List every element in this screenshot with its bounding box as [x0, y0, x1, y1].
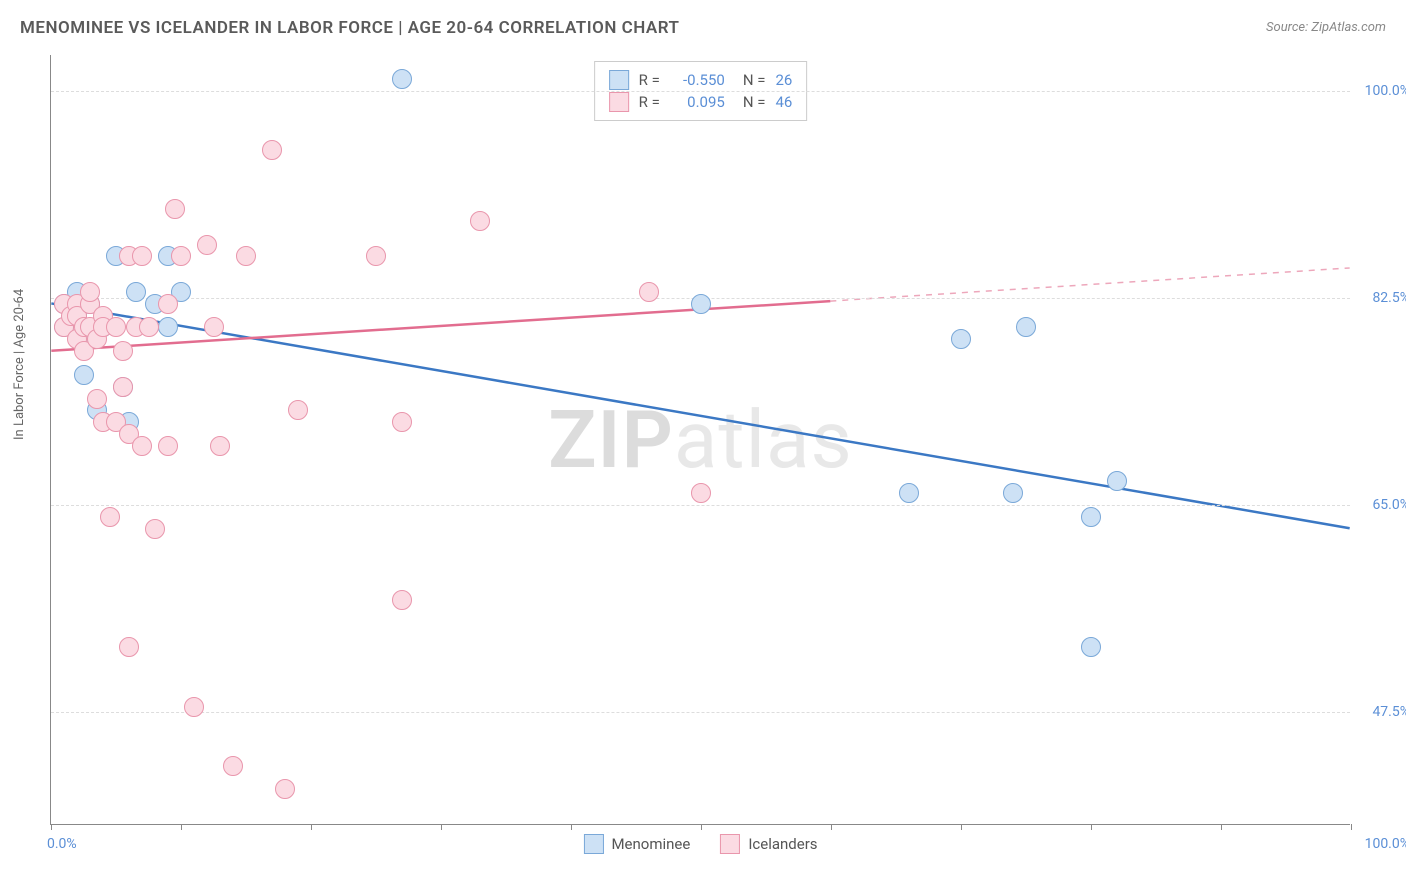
y-tick-label: 65.0% [1372, 497, 1406, 513]
scatter-point [1081, 507, 1101, 527]
watermark-bold: ZIP [548, 393, 674, 487]
legend-swatch [720, 834, 740, 854]
scatter-point [951, 329, 971, 349]
scatter-point [223, 756, 243, 776]
y-tick-label: 100.0% [1365, 83, 1406, 99]
scatter-point [470, 211, 490, 231]
scatter-point [87, 389, 107, 409]
x-tick [311, 824, 312, 830]
gridline [51, 91, 1350, 92]
x-tick [1221, 824, 1222, 830]
scatter-point [366, 246, 386, 266]
scatter-point [184, 697, 204, 717]
scatter-point [275, 779, 295, 799]
scatter-point [691, 294, 711, 314]
legend-item: Icelanders [720, 834, 817, 854]
scatter-point [132, 436, 152, 456]
x-tick [961, 824, 962, 830]
n-label: N = [743, 93, 766, 111]
plot-area: ZIPatlas R = -0.550 N = 26 R = 0.095 N =… [50, 55, 1350, 825]
r-label: R = [639, 71, 660, 89]
scatter-point [204, 317, 224, 337]
legend-swatch [609, 92, 629, 112]
scatter-point [139, 317, 159, 337]
r-value: -0.550 [670, 71, 725, 89]
scatter-point [74, 365, 94, 385]
scatter-point [288, 400, 308, 420]
scatter-point [100, 507, 120, 527]
scatter-point [210, 436, 230, 456]
scatter-point [1003, 483, 1023, 503]
x-tick [181, 824, 182, 830]
scatter-point [392, 412, 412, 432]
n-value: 46 [775, 93, 792, 111]
legend-series: Menominee Icelanders [583, 834, 817, 854]
scatter-point [691, 483, 711, 503]
source-label: Source: ZipAtlas.com [1266, 20, 1386, 35]
scatter-point [158, 317, 178, 337]
scatter-point [132, 246, 152, 266]
scatter-point [119, 637, 139, 657]
scatter-point [392, 590, 412, 610]
x-tick [51, 824, 52, 830]
scatter-point [171, 246, 191, 266]
watermark: ZIPatlas [548, 393, 853, 487]
x-tick [701, 824, 702, 830]
trend-lines [51, 55, 1350, 824]
chart-title: MENOMINEE VS ICELANDER IN LABOR FORCE | … [20, 18, 679, 38]
scatter-point [236, 246, 256, 266]
r-label: R = [639, 93, 660, 111]
scatter-point [106, 317, 126, 337]
scatter-point [1081, 637, 1101, 657]
gridline [51, 505, 1350, 506]
y-axis-label: In Labor Force | Age 20-64 [12, 289, 27, 440]
scatter-point [197, 235, 217, 255]
scatter-point [113, 341, 133, 361]
x-axis-max-label: 100.0% [1365, 836, 1406, 852]
legend-label: Icelanders [748, 835, 817, 853]
n-value: 26 [775, 71, 792, 89]
x-tick [831, 824, 832, 830]
gridline [51, 712, 1350, 713]
legend-swatch [609, 70, 629, 90]
scatter-point [158, 436, 178, 456]
scatter-point [899, 483, 919, 503]
x-tick [441, 824, 442, 830]
x-tick [571, 824, 572, 830]
scatter-point [262, 140, 282, 160]
y-tick-label: 47.5% [1372, 704, 1406, 720]
n-label: N = [743, 71, 766, 89]
legend-swatch [583, 834, 603, 854]
scatter-point [1107, 471, 1127, 491]
scatter-point [165, 199, 185, 219]
r-value: 0.095 [670, 93, 725, 111]
scatter-point [126, 282, 146, 302]
x-axis-min-label: 0.0% [47, 836, 77, 852]
legend-item: Menominee [583, 834, 690, 854]
legend-label: Menominee [611, 835, 690, 853]
scatter-point [639, 282, 659, 302]
scatter-point [113, 377, 133, 397]
scatter-point [158, 294, 178, 314]
legend-row: R = 0.095 N = 46 [609, 92, 793, 112]
scatter-point [392, 69, 412, 89]
scatter-point [1016, 317, 1036, 337]
watermark-light: atlas [674, 393, 853, 487]
y-tick-label: 82.5% [1372, 290, 1406, 306]
scatter-point [80, 282, 100, 302]
x-tick [1091, 824, 1092, 830]
scatter-point [145, 519, 165, 539]
legend-row: R = -0.550 N = 26 [609, 70, 793, 90]
x-tick [1351, 824, 1352, 830]
